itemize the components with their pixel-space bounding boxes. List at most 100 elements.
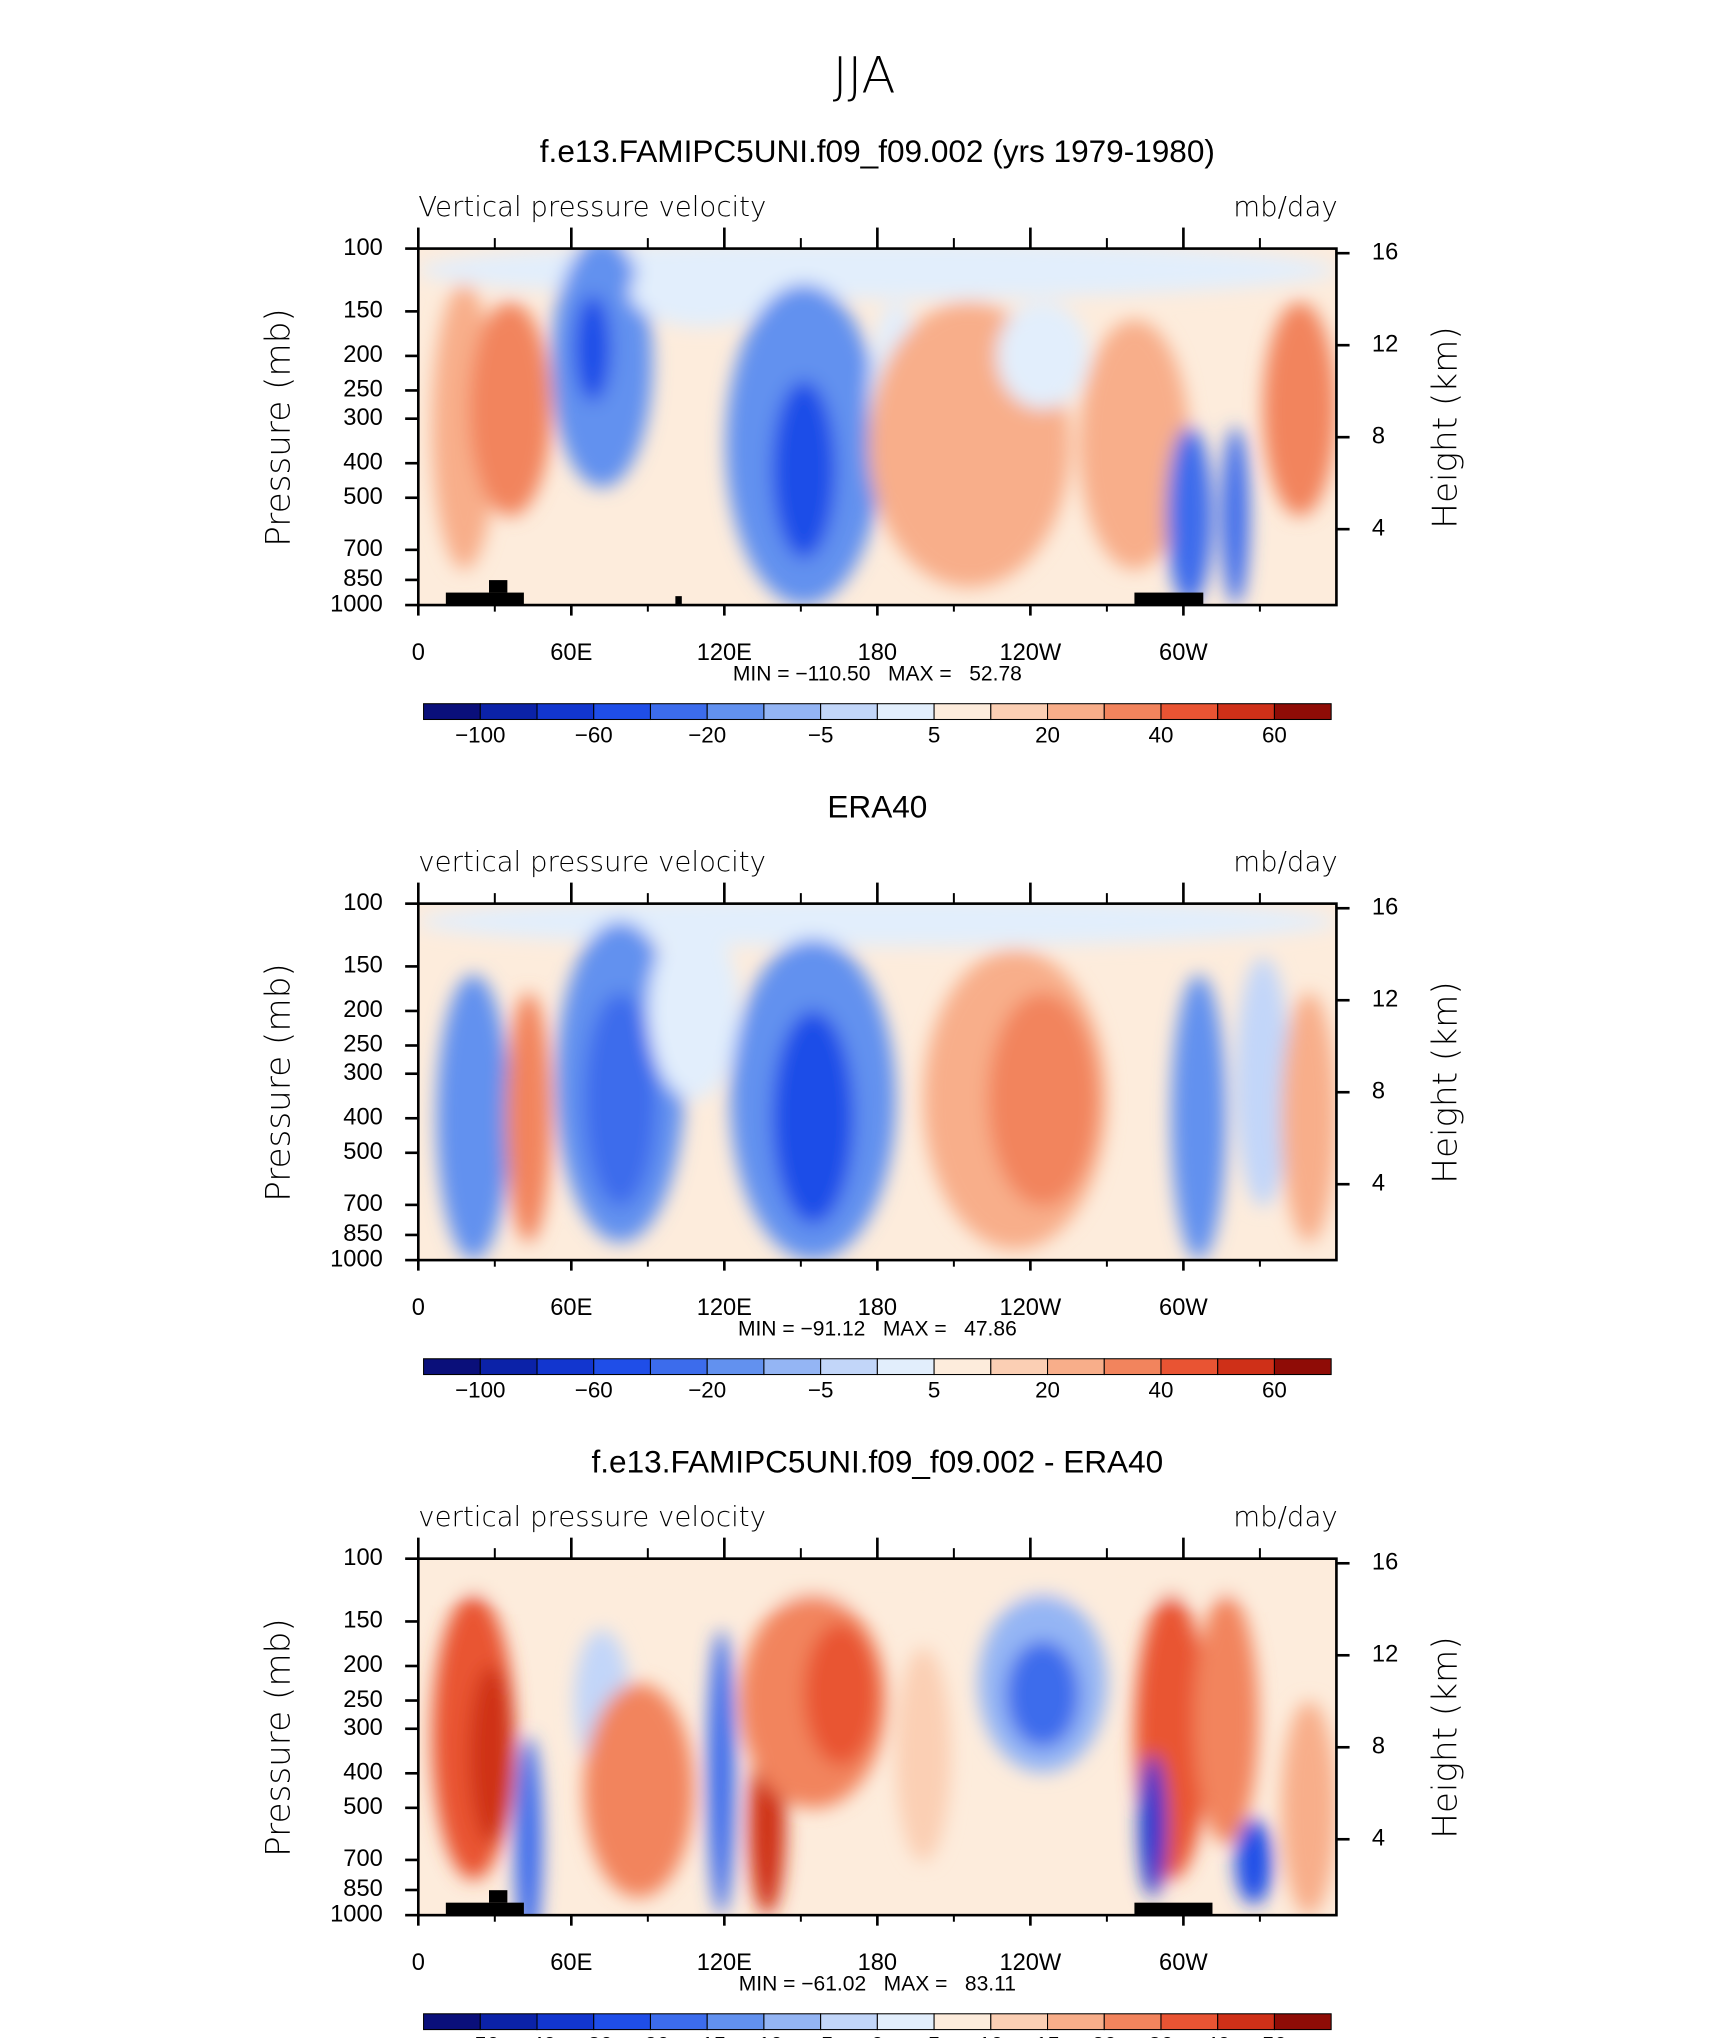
y2-tick-label: 12 <box>1372 331 1398 357</box>
colorbar-box <box>423 1358 481 1376</box>
colorbar-label: 15 <box>1035 2033 1060 2038</box>
colorbar-box <box>706 1358 765 1376</box>
y-tick-label: 1000 <box>330 1246 383 1272</box>
y-tick-label: 400 <box>343 449 382 475</box>
contour-fills <box>418 903 1337 1261</box>
y2-axis-title: Height (km) <box>1425 1636 1465 1838</box>
x-tick-label: 60E <box>550 1950 592 1976</box>
colorbar-box <box>1217 2013 1275 2031</box>
panel: f.e13.FAMIPC5UNI.f09_f09.002 (yrs 1979-1… <box>259 133 1466 747</box>
y-tick-label: 700 <box>343 1846 382 1872</box>
contour-fill <box>647 921 740 1100</box>
colorbar-box <box>1047 703 1105 721</box>
contour-fill <box>418 248 1337 299</box>
contour-fill <box>771 1010 855 1225</box>
colorbar-box <box>536 1358 595 1376</box>
min-max: MIN = −110.50 MAX = 52.78 <box>733 662 1022 685</box>
contour-fill <box>418 903 1337 947</box>
colorbar-label: 40 <box>1149 723 1174 748</box>
colorbar-box <box>933 2013 992 2031</box>
colorbar-label: 0 <box>871 2033 883 2038</box>
y2-tick-label: 4 <box>1372 1170 1385 1196</box>
colorbar-box <box>593 2013 651 2031</box>
colorbar-label: −30 <box>575 2033 613 2038</box>
colorbar-label: 20 <box>1092 2033 1117 2038</box>
contour-fill <box>1281 1701 1337 1916</box>
x-tick-label: 60W <box>1159 1295 1208 1321</box>
x-tick-label: 180 <box>858 1950 897 1976</box>
panel-title: ERA40 <box>827 788 927 824</box>
contour-fill <box>803 1622 878 1766</box>
y-axis-title: Pressure (mb) <box>259 963 299 1202</box>
y2-tick-label: 16 <box>1372 894 1398 920</box>
colorbar-box <box>649 703 708 721</box>
contour-fill <box>987 992 1098 1207</box>
colorbar-label: −40 <box>518 2033 556 2038</box>
min-max: MIN = −61.02 MAX = 83.11 <box>739 1972 1016 1995</box>
contour-field <box>418 903 1337 1261</box>
y-tick-label: 700 <box>343 536 382 562</box>
colorbar-label: −50 <box>461 2033 499 2038</box>
x-tick-label: 0 <box>412 1950 425 1976</box>
colorbar-box <box>1103 2013 1162 2031</box>
contour-fill <box>468 302 552 516</box>
y-tick-label: 400 <box>343 1760 382 1786</box>
contour-fill <box>1005 1640 1080 1748</box>
x-tick-label: 0 <box>412 1295 425 1321</box>
y-tick-label: 400 <box>343 1105 382 1131</box>
y-tick-label: 250 <box>343 1687 382 1713</box>
topography <box>488 580 508 593</box>
colorbar-label: −60 <box>575 1378 613 1403</box>
y-tick-label: 300 <box>343 405 382 431</box>
y-tick-label: 700 <box>343 1191 382 1217</box>
colorbar-box <box>706 703 765 721</box>
colorbar-label: 50 <box>1262 2033 1287 2038</box>
colorbar-label: 5 <box>928 2033 940 2038</box>
colorbar-box <box>593 703 651 721</box>
y-tick-label: 500 <box>343 1139 382 1165</box>
min-max: MIN = −91.12 MAX = 47.86 <box>738 1317 1017 1340</box>
x-tick-label: 60W <box>1159 1950 1208 1976</box>
colorbar-box <box>1103 1358 1162 1376</box>
topography <box>675 596 682 606</box>
x-tick-label: 120W <box>999 1295 1061 1321</box>
y-tick-label: 150 <box>343 1608 382 1634</box>
y-tick-label: 300 <box>343 1715 382 1741</box>
colorbar-box <box>479 2013 538 2031</box>
x-tick-label: 60E <box>550 1295 592 1321</box>
y-tick-label: 500 <box>343 484 382 510</box>
contour-fill <box>1262 302 1337 516</box>
contour-fill <box>1194 1594 1259 1844</box>
y-axis-title: Pressure (mb) <box>259 1618 299 1857</box>
colorbar-label: 20 <box>1035 1378 1060 1403</box>
contour-field <box>418 1558 1337 1916</box>
contour-fill <box>771 380 837 559</box>
colorbar-box <box>763 1358 822 1376</box>
y-tick-label: 200 <box>343 1652 382 1678</box>
contour-fills <box>418 248 1337 606</box>
contour-fill <box>629 255 777 328</box>
contour-fill <box>514 1736 543 1916</box>
colorbar-label: 30 <box>1149 2033 1174 2038</box>
x-tick-label: 180 <box>858 640 897 666</box>
right-label: mb/day <box>1233 845 1338 878</box>
contour-fill <box>1079 319 1190 570</box>
colorbar-box <box>820 1358 878 1376</box>
y2-tick-label: 12 <box>1372 986 1398 1012</box>
colorbar-box <box>1047 2013 1105 2031</box>
contour-fill <box>1235 1818 1273 1905</box>
y2-tick-label: 16 <box>1372 1550 1398 1576</box>
y2-tick-label: 4 <box>1372 515 1385 541</box>
figure-title: JJA <box>833 46 896 104</box>
y2-axis-title: Height (km) <box>1425 981 1465 1183</box>
colorbar-box <box>990 1358 1049 1376</box>
x-tick-label: 120W <box>999 640 1061 666</box>
contour-fill <box>436 974 511 1261</box>
y2-tick-label: 16 <box>1372 239 1398 265</box>
contour-fills <box>418 1558 1337 1916</box>
colorbar-label: 20 <box>1035 723 1060 748</box>
contour-fill <box>468 1665 515 1844</box>
x-tick-label: 120E <box>697 640 752 666</box>
right-label: mb/day <box>1233 190 1338 223</box>
